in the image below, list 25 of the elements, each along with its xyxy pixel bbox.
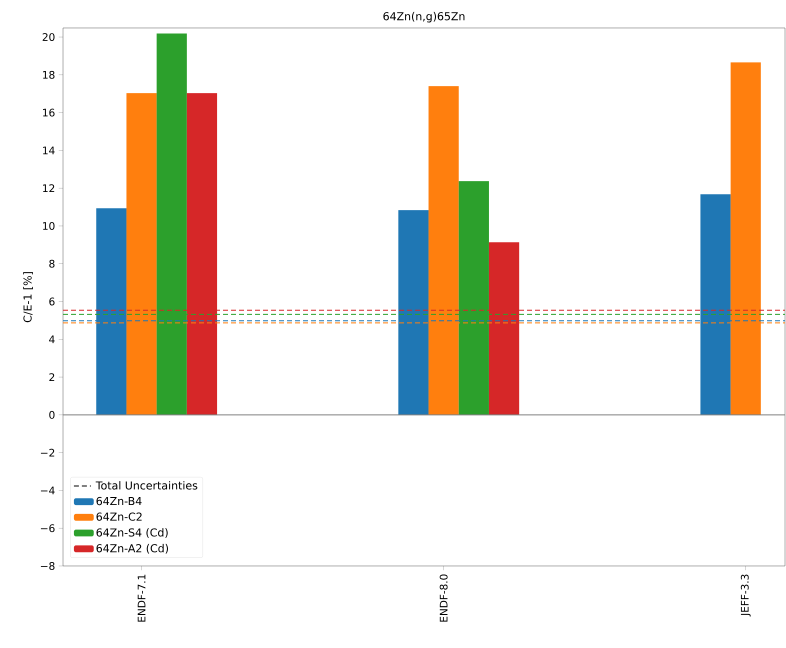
- x-tick-label: ENDF-7.1: [138, 574, 146, 622]
- chart-title: 64Zn(n,g)65Zn: [383, 12, 464, 22]
- x-tick-label: JEFF-3.3: [740, 574, 751, 616]
- y-tick-label: 0: [49, 410, 55, 419]
- y-tick-label: 12: [43, 184, 54, 192]
- y-tick-label: 14: [43, 146, 55, 154]
- y-tick-label: 18: [43, 70, 55, 79]
- y-tick-label: 4: [49, 335, 55, 344]
- y-tick-label: −8: [40, 562, 55, 570]
- legend-label: 64Zn-B4: [96, 496, 142, 506]
- x-tick-label: ENDF-8.0: [440, 574, 448, 622]
- legend-label: 64Zn-C2: [96, 512, 142, 521]
- legend-label: 64Zn-A2 (Cd): [96, 544, 168, 554]
- y-axis-title: C/E-1 [%]: [23, 272, 33, 322]
- y-tick-label: 20: [42, 33, 55, 41]
- y-tick-label: −6: [40, 524, 55, 532]
- y-tick-label: 6: [49, 298, 55, 306]
- annotation: Total Uncertainties: [96, 481, 198, 490]
- y-tick-label: −2: [40, 448, 54, 457]
- y-tick-label: 10: [43, 222, 55, 230]
- y-tick-label: −4: [40, 486, 55, 494]
- legend-label: 64Zn-S4 (Cd): [96, 528, 168, 538]
- y-tick-label: 8: [49, 260, 55, 268]
- y-tick-label: 2: [49, 373, 54, 381]
- y-tick-label: 16: [43, 108, 55, 117]
